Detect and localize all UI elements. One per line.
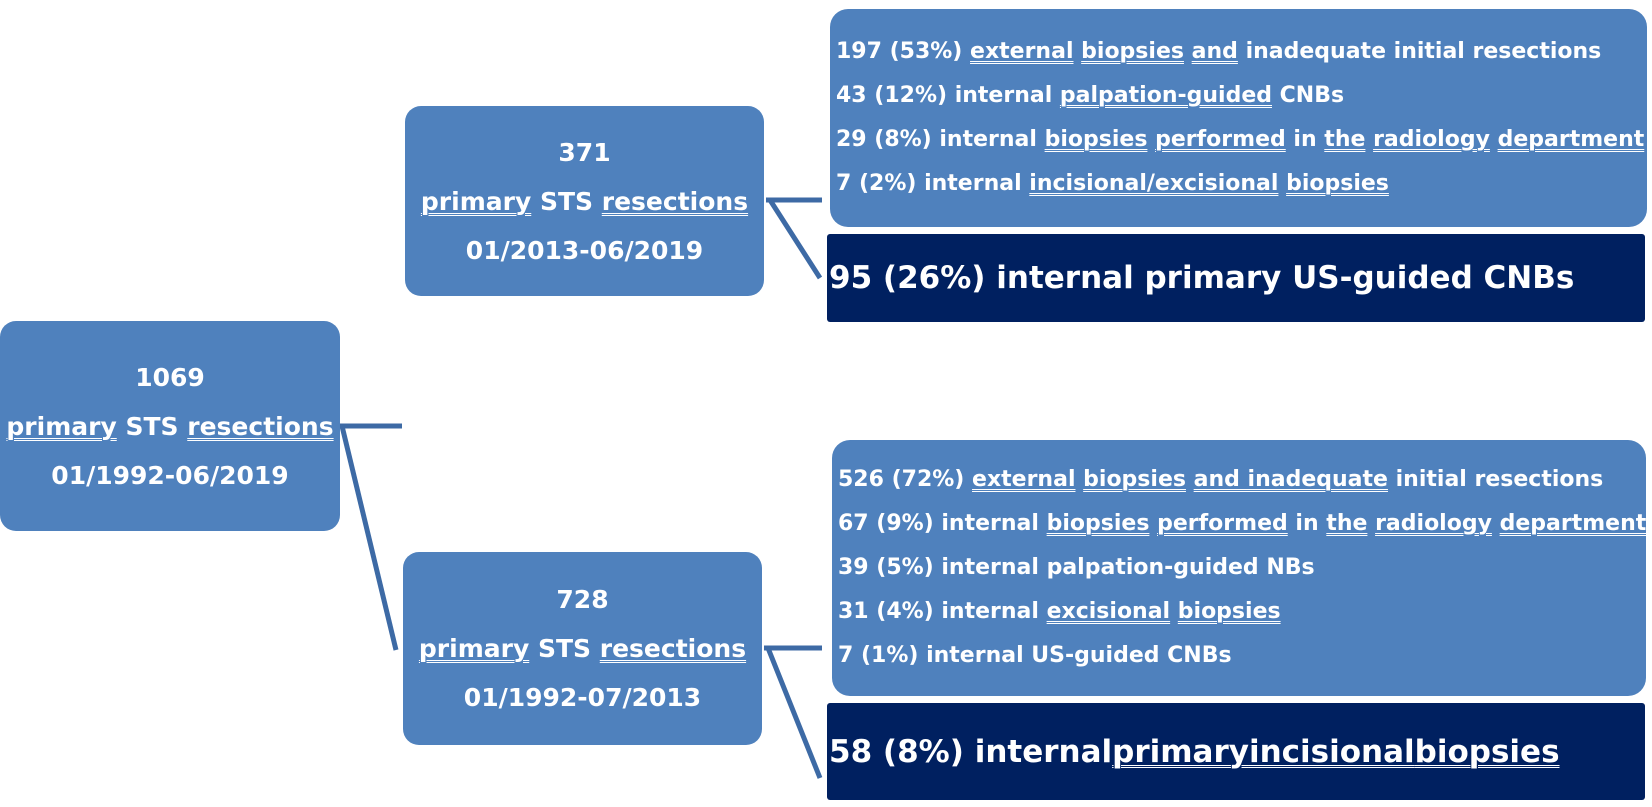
text-segment: excisional [1046,599,1171,624]
text-segment: biopsies [1286,171,1389,196]
recent-details-box: 197 (53%) external biopsies and inadequa… [830,9,1647,227]
older-title: primary STS resections [419,624,746,673]
text-segment: and [1191,39,1238,64]
text-segment: resections [599,634,747,663]
text-segment: 95 (26%) internal primary US-guided CNBs [829,260,1575,296]
older-count: 728 [556,585,609,614]
root-period: 01/1992-06/2019 [51,460,289,490]
root-node: 1069 primary STS resections 01/1992-06/2… [0,321,340,531]
text-segment: 31 (4%) internal [838,599,1039,624]
text-segment: 58 (8%) internal [829,733,1113,770]
recent-highlight: 95 (26%) internal primary US-guided CNBs [827,234,1645,322]
text-segment: performed [1157,511,1288,536]
text-segment: biopsies [1083,467,1186,492]
recent-title: primary STS resections [421,177,748,226]
text-segment: 67 (9%) internal [838,511,1039,536]
text-segment: STS [125,411,179,441]
text-segment: biopsies [1081,39,1184,64]
older-detail-line-1: 526 (72%) external biopsies and inadequa… [838,458,1646,502]
older-highlight: 58 (8%) internal primary incisional biop… [827,703,1645,800]
text-segment: biopsies [1177,599,1281,624]
older-period: 01/1992-07/2013 [463,683,702,712]
text-segment: external [972,467,1076,492]
connector-recent-to-highlight [767,198,823,280]
text-segment: incisional [1248,733,1415,770]
connector-older-to-highlight [765,647,823,779]
older-detail-line-3: 39 (5%) internal palpation-guided NBs [838,546,1646,590]
text-segment: in [1295,511,1319,536]
root-count: 1069 [135,362,205,392]
text-segment: radiology [1375,511,1492,536]
text-segment: 39 (5%) internal palpation-guided NBs [838,555,1315,580]
text-segment: performed [1155,127,1286,152]
text-segment: resections [601,186,749,216]
text-segment: 7 (2%) internal [836,171,1022,196]
connector-root-to-older [339,425,399,651]
text-segment: department [1497,127,1645,152]
text-segment: biopsies [1414,733,1560,770]
text-segment: primary [6,411,117,441]
text-segment: and inadequate [1193,467,1388,492]
text-segment: resections [187,411,334,441]
recent-detail-line-1: 197 (53%) external biopsies and inadequa… [836,30,1647,74]
text-segment: STS [537,634,592,663]
text-segment: external [970,39,1074,64]
text-segment: incisional/excisional [1029,171,1279,196]
text-segment: inadequate initial resections [1245,39,1602,64]
older-detail-line-5: 7 (1%) internal US-guided CNBs [838,634,1646,678]
text-segment: primary [1112,733,1249,770]
recent-detail-line-2: 43 (12%) internal palpation-guided CNBs [836,74,1647,118]
text-segment: the [1326,511,1368,536]
text-segment: 197 (53%) [836,39,963,64]
text-segment: 7 (1%) internal US-guided CNBs [838,643,1232,668]
older-node: 728 primary STS resections 01/1992-07/20… [403,552,762,745]
text-segment: 29 (8%) internal [836,127,1037,152]
text-segment: biopsies [1044,127,1148,152]
older-detail-line-2: 67 (9%) internal biopsies performed in t… [838,502,1646,546]
text-segment: radiology [1373,127,1490,152]
text-segment: in [1293,127,1317,152]
text-segment: primary [420,186,532,216]
text-segment: primary [418,634,530,663]
recent-count: 371 [558,137,611,167]
root-title: primary STS resections [6,402,333,451]
recent-node: 371 primary STS resections 01/2013-06/20… [405,106,764,296]
text-segment: STS [539,186,594,216]
text-segment: 43 (12%) internal [836,83,1053,108]
text-segment: 526 (72%) [838,467,965,492]
text-segment: the [1324,127,1366,152]
recent-detail-line-3: 29 (8%) internal biopsies performed in t… [836,118,1647,162]
recent-period: 01/2013-06/2019 [465,235,704,265]
text-segment: biopsies [1046,511,1150,536]
text-segment: palpation-guided [1059,83,1272,108]
older-details-box: 526 (72%) external biopsies and inadequa… [832,440,1646,696]
text-segment: initial resections [1395,467,1604,492]
text-segment: department [1499,511,1647,536]
text-segment: CNBs [1279,83,1345,108]
older-detail-line-4: 31 (4%) internal excisional biopsies [838,590,1646,634]
recent-detail-line-4: 7 (2%) internal incisional/excisional bi… [836,162,1647,206]
